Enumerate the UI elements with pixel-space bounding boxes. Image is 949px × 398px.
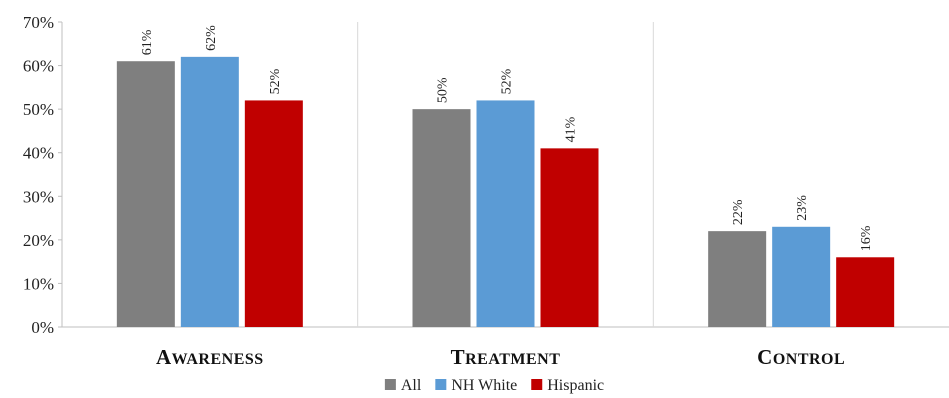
legend-swatch <box>435 379 447 390</box>
bar-hispanic <box>540 148 599 327</box>
data-label: 22% <box>731 199 746 225</box>
bar-nh-white <box>180 56 239 327</box>
category-label: TREATMENT <box>451 345 561 369</box>
legend-label: All <box>401 377 422 394</box>
category-labels: AWARENESS TREATMENT CONTROL <box>156 345 845 369</box>
y-tick-label: 0% <box>31 318 54 337</box>
data-label: 50% <box>436 77 451 103</box>
bar-all <box>116 61 175 327</box>
bar-hispanic <box>836 257 895 327</box>
legend-label: Hispanic <box>547 377 604 394</box>
category-separators <box>357 22 654 327</box>
y-tick-label: 30% <box>23 187 54 206</box>
y-tick-label: 10% <box>23 274 54 293</box>
y-tick-label: 20% <box>23 231 54 250</box>
bar-hispanic <box>244 100 303 327</box>
bar-all <box>708 231 767 327</box>
data-label: 23% <box>795 195 810 221</box>
y-tick-label: 70% <box>23 13 54 32</box>
legend-swatch <box>531 379 543 390</box>
data-label: 52% <box>268 68 283 94</box>
data-labels: 61% 62% 52% 50% 52% 41% 22% 23% 16% <box>140 25 874 251</box>
y-tick-label: 60% <box>23 57 54 76</box>
data-label: 41% <box>564 116 579 142</box>
y-tick-label: 50% <box>23 100 54 119</box>
bar-nh-white <box>772 226 831 327</box>
legend-swatch <box>384 379 396 390</box>
y-tick-label: 40% <box>23 144 54 163</box>
data-label: 62% <box>204 25 219 51</box>
data-label: 52% <box>500 68 515 94</box>
bars <box>116 56 895 328</box>
category-label: AWARENESS <box>156 345 264 369</box>
bar-nh-white <box>476 100 535 327</box>
data-label: 16% <box>859 225 874 251</box>
legend: All NH White Hispanic <box>384 377 604 394</box>
data-label: 61% <box>140 29 155 55</box>
category-label: CONTROL <box>757 345 845 369</box>
legend-label: NH White <box>451 377 517 394</box>
bar-all <box>412 109 471 328</box>
